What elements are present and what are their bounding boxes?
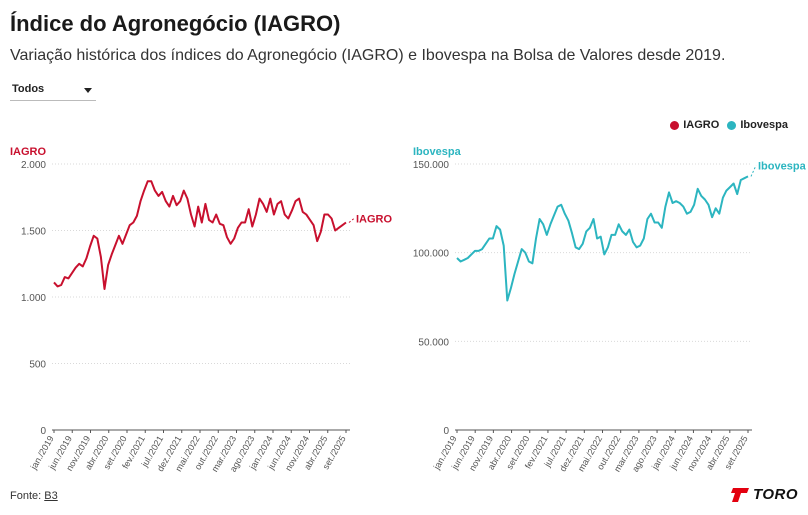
legend-item-iagro[interactable]: IAGRO	[670, 119, 719, 131]
source-link[interactable]: B3	[44, 490, 58, 502]
y-tick-label-ibovespa: 0	[443, 426, 449, 437]
legend-label-ibovespa: Ibovespa	[740, 119, 788, 131]
source-note: Fonte: B3	[10, 490, 58, 502]
period-select-value: Todos	[12, 83, 45, 95]
y-tick-label-ibovespa: 100.000	[413, 249, 450, 260]
y-tick-label-ibovespa: 50.000	[418, 337, 449, 348]
legend-swatch-ibovespa	[727, 120, 737, 130]
brand-name: TORO	[752, 486, 798, 503]
y-tick-label-iagro: 500	[29, 360, 46, 371]
end-label-leader-iagro	[348, 218, 355, 223]
y-tick-label-iagro: 2.000	[21, 160, 46, 171]
chart-title-iagro: IAGRO	[10, 146, 47, 158]
y-tick-label-iagro: 1.000	[21, 293, 46, 304]
end-label-ibovespa: Ibovespa	[758, 160, 807, 172]
y-tick-label-ibovespa: 150.000	[413, 160, 450, 171]
toro-logo-icon	[730, 487, 749, 502]
y-tick-label-iagro: 1.500	[21, 227, 46, 238]
end-label-leader-ibovespa	[750, 165, 757, 177]
y-tick-label-iagro: 0	[40, 426, 46, 437]
legend-label-iagro: IAGRO	[683, 119, 720, 131]
legend-item-ibovespa[interactable]: Ibovespa	[727, 119, 788, 131]
series-line-ibovespa	[456, 175, 749, 302]
end-label-iagro: IAGRO	[356, 214, 393, 226]
chevron-down-icon	[84, 88, 92, 93]
legend-swatch-iagro	[670, 120, 680, 130]
period-select[interactable]: Todos	[10, 80, 96, 101]
chart-subtitle: Variação histórica dos índices do Agrone…	[10, 47, 726, 64]
source-label: Fonte:	[10, 490, 42, 502]
series-line-iagro	[53, 180, 347, 290]
chart-title-ibovespa: Ibovespa	[413, 146, 462, 158]
chart-title: Índice do Agronegócio (IAGRO)	[10, 11, 341, 36]
legend: IAGRO Ibovespa	[666, 119, 788, 131]
brand-logo: TORO	[730, 486, 798, 503]
